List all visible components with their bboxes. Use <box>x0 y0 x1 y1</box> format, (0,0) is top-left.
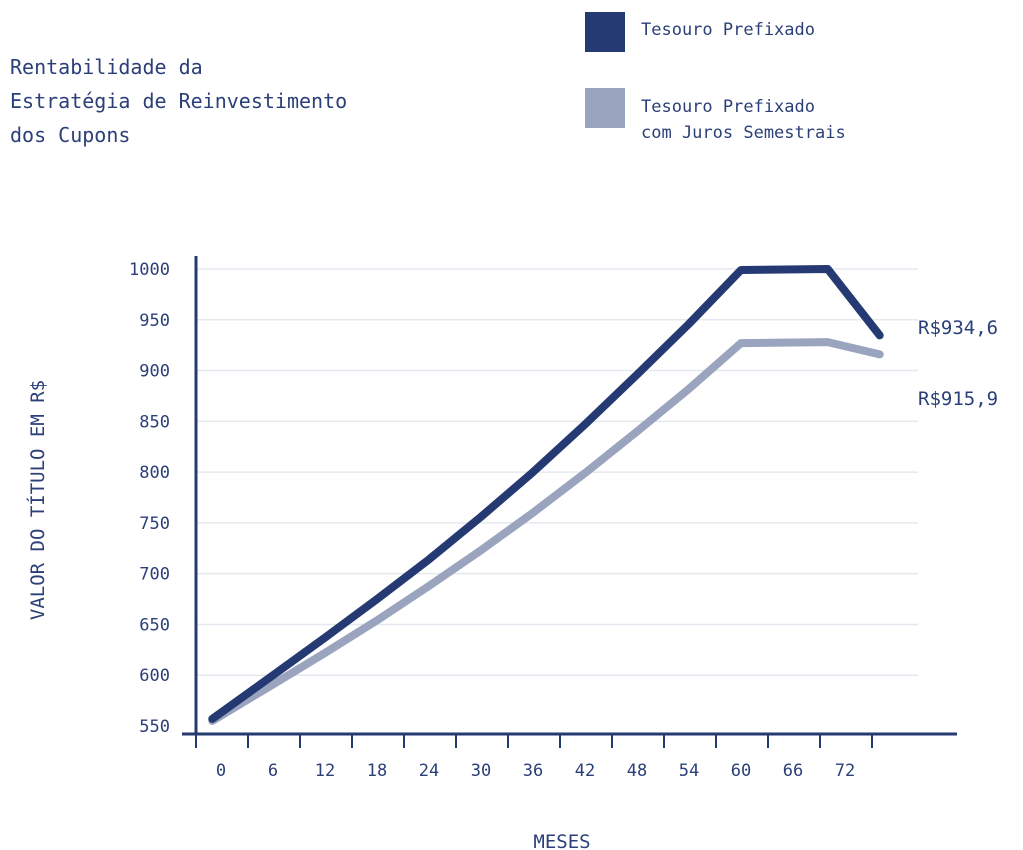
chart-title-line-2: Estratégia de Reinvestimento <box>10 89 348 113</box>
tick-labels: 0 6 12 18 24 30 36 42 48 54 60 66 72 550 600 650 700 750 8… <box>26 260 998 850</box>
y-tick-label: 550 <box>139 717 170 737</box>
x-tick-label: 60 <box>731 761 751 781</box>
legend-label-juros-semestrais: Tesouro Prefixado com Juros Semestrais <box>641 94 941 146</box>
y-tick-label: 1000 <box>129 260 170 280</box>
y-tick-label: 600 <box>139 666 170 686</box>
y-tick-label: 750 <box>139 514 170 534</box>
chart-title: Rentabilidade da Estratégia de Reinvesti… <box>10 50 440 152</box>
x-tick-label: 18 <box>367 761 387 781</box>
y-tick-label: 950 <box>139 311 170 331</box>
x-tick-label: 24 <box>419 761 439 781</box>
y-tick-label: 650 <box>139 615 170 635</box>
x-tick-label: 42 <box>575 761 595 781</box>
legend-swatch-prefixado <box>585 12 625 52</box>
series-lines <box>208 265 884 725</box>
grid-lines <box>196 268 918 676</box>
series-line-juros-semestrais <box>208 338 884 725</box>
x-tick-label: 66 <box>783 761 803 781</box>
end-value-label-juros-semestrais: R$915,9 <box>918 388 998 410</box>
x-tick-label: 72 <box>835 761 855 781</box>
legend-label-juros-semestrais-line-1: Tesouro Prefixado <box>641 97 815 117</box>
legend-swatch-juros-semestrais <box>585 88 625 128</box>
axes <box>182 256 957 748</box>
chart-title-line-3: dos Cupons <box>10 123 131 147</box>
x-tick-label: 36 <box>523 761 543 781</box>
x-tick-label: 30 <box>471 761 491 781</box>
x-tick-label: 0 <box>216 761 226 781</box>
x-tick-label: 54 <box>679 761 699 781</box>
legend-label-juros-semestrais-line-2: com Juros Semestrais <box>641 123 846 143</box>
legend-label-prefixado-line-1: Tesouro Prefixado <box>641 20 815 40</box>
end-value-label-prefixado: R$934,6 <box>918 317 998 339</box>
x-tick-label: 12 <box>315 761 335 781</box>
y-tick-label: 700 <box>139 565 170 585</box>
x-tick-label: 48 <box>627 761 647 781</box>
x-tick-label: 6 <box>268 761 278 781</box>
y-tick-label: 900 <box>139 362 170 382</box>
chart-title-line-1: Rentabilidade da <box>10 55 203 79</box>
x-axis-label: MESES <box>533 831 590 850</box>
legend-label-prefixado: Tesouro Prefixado <box>641 17 941 43</box>
y-axis-label: VALOR DO TÍTULO EM R$ <box>26 380 49 620</box>
series-line-prefixado <box>208 265 884 723</box>
y-tick-label: 850 <box>139 412 170 432</box>
y-tick-label: 800 <box>139 463 170 483</box>
